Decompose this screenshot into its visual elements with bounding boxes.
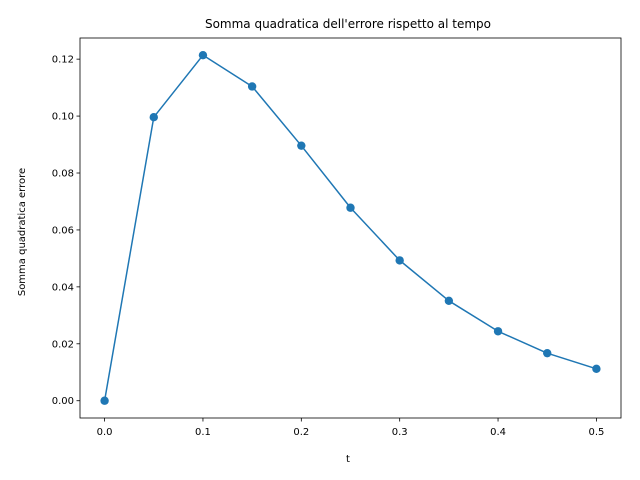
y-tick-label: 0.02 [52, 339, 74, 350]
data-point [444, 296, 454, 306]
data-point [198, 50, 208, 60]
x-tick-label: 0.5 [588, 427, 604, 438]
data-point [247, 82, 257, 91]
y-tick-label: 0.08 [52, 169, 74, 180]
x-tick-label: 0.2 [293, 427, 309, 438]
x-tick-label: 0.0 [97, 427, 113, 438]
x-tick-label: 0.1 [195, 427, 211, 438]
y-tick-label: 0.10 [52, 112, 74, 123]
data-point [395, 256, 404, 265]
data-point [543, 348, 552, 358]
y-axis-label: Somma quadratica errore [17, 168, 28, 296]
x-axis-label: t [346, 454, 350, 465]
data-point [297, 141, 306, 150]
data-point [100, 396, 109, 405]
data-point [149, 113, 158, 122]
x-tick-label: 0.4 [490, 427, 506, 438]
axes-frame [79, 37, 622, 419]
y-tick-label: 0.00 [52, 396, 74, 407]
y-tick-label: 0.12 [52, 55, 74, 66]
x-tick-label: 0.3 [392, 427, 408, 438]
y-tick-label: 0.06 [52, 225, 74, 236]
data-point [592, 364, 601, 374]
y-tick-label: 0.04 [52, 282, 74, 293]
plot-area: 0.0 0.1 0.2 0.3 0.4 0.5 0.00 0.02 0.04 0.06 0.08 0.… [52, 37, 622, 438]
chart-title: Somma quadratica dell'errore rispetto al… [205, 17, 491, 31]
data-point [493, 327, 503, 336]
data-point [346, 203, 355, 212]
